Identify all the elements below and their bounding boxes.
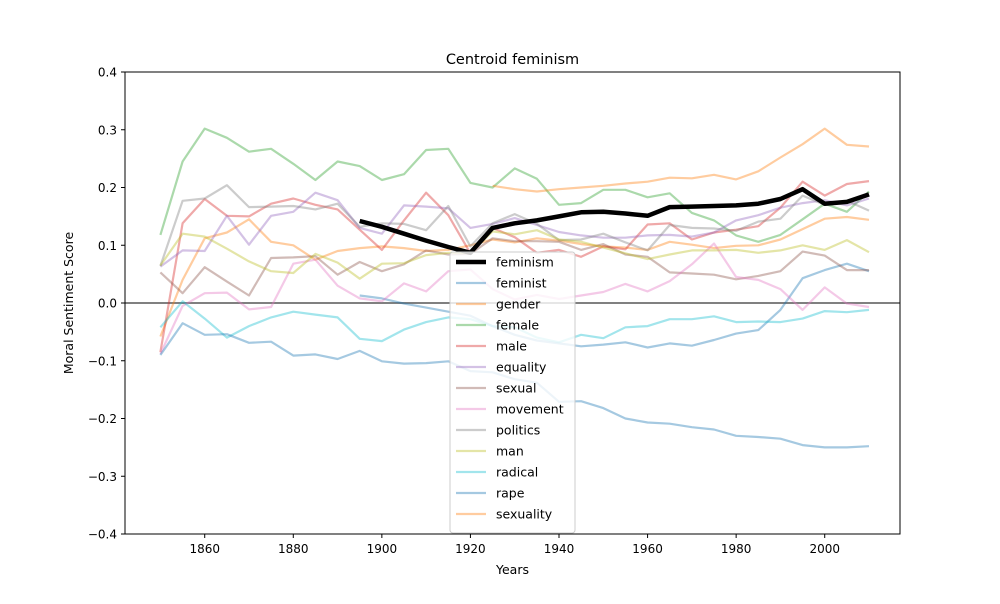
y-tick-label: 0.4 (98, 66, 117, 80)
x-tick-label: 1980 (721, 542, 752, 556)
y-tick-label: 0.0 (98, 297, 117, 311)
legend-label-feminism: feminism (496, 255, 554, 270)
chart-title: Centroid feminism (446, 52, 579, 68)
x-tick-label: 1920 (455, 542, 486, 556)
legend-label-politics: politics (496, 423, 540, 438)
axes: 1860 1880 1900 1920 1940 1960 1980 2000 −0.4 −0.3… (88, 66, 901, 556)
y-tick-label: 0.1 (98, 239, 117, 253)
series-line-sexuality (492, 127, 870, 193)
y-tick-label: −0.2 (88, 412, 117, 426)
legend-label-gender: gender (496, 297, 541, 312)
series-line-male (159, 180, 870, 353)
legend-label-man: man (496, 444, 524, 459)
series-line-female (159, 127, 870, 243)
legend-label-male: male (496, 339, 527, 354)
legend-label-movement: movement (496, 402, 564, 417)
x-tick-label: 1900 (367, 542, 398, 556)
y-tick-label: −0.1 (88, 354, 117, 368)
series-line-politics (159, 184, 870, 267)
y-tick-label: 0.2 (98, 181, 117, 195)
x-tick-label: 2000 (809, 542, 840, 556)
legend-label-female: female (496, 318, 539, 333)
legend-label-feminist: feminist (496, 276, 547, 291)
series-line-sexual (159, 237, 869, 297)
series-line-man (159, 229, 870, 280)
series-line-equality (159, 191, 870, 268)
x-tick-label: 1940 (544, 542, 575, 556)
x-tick-label: 1960 (632, 542, 663, 556)
x-tick-label: 1860 (189, 542, 220, 556)
series-line-gender (159, 215, 870, 337)
legend-label-sexuality: sexuality (496, 507, 553, 522)
legend: feminism feminist gender female male equality… (449, 251, 576, 534)
legend-label-sexual: sexual (496, 381, 536, 396)
legend-label-rape: rape (496, 486, 525, 501)
legend-label-radical: radical (496, 465, 538, 480)
x-tick-label: 1880 (278, 542, 309, 556)
x-axis-label: Years (495, 562, 529, 577)
y-axis-label: Moral Sentiment Score (61, 232, 76, 375)
y-tick-label: −0.4 (88, 528, 117, 542)
legend-label-equality: equality (496, 360, 547, 375)
series-line-feminism (359, 186, 870, 256)
y-tick-label: 0.3 (98, 123, 117, 137)
legend-box (449, 251, 576, 534)
y-tick-label: −0.3 (88, 470, 117, 484)
series-line-feminist (359, 262, 870, 349)
